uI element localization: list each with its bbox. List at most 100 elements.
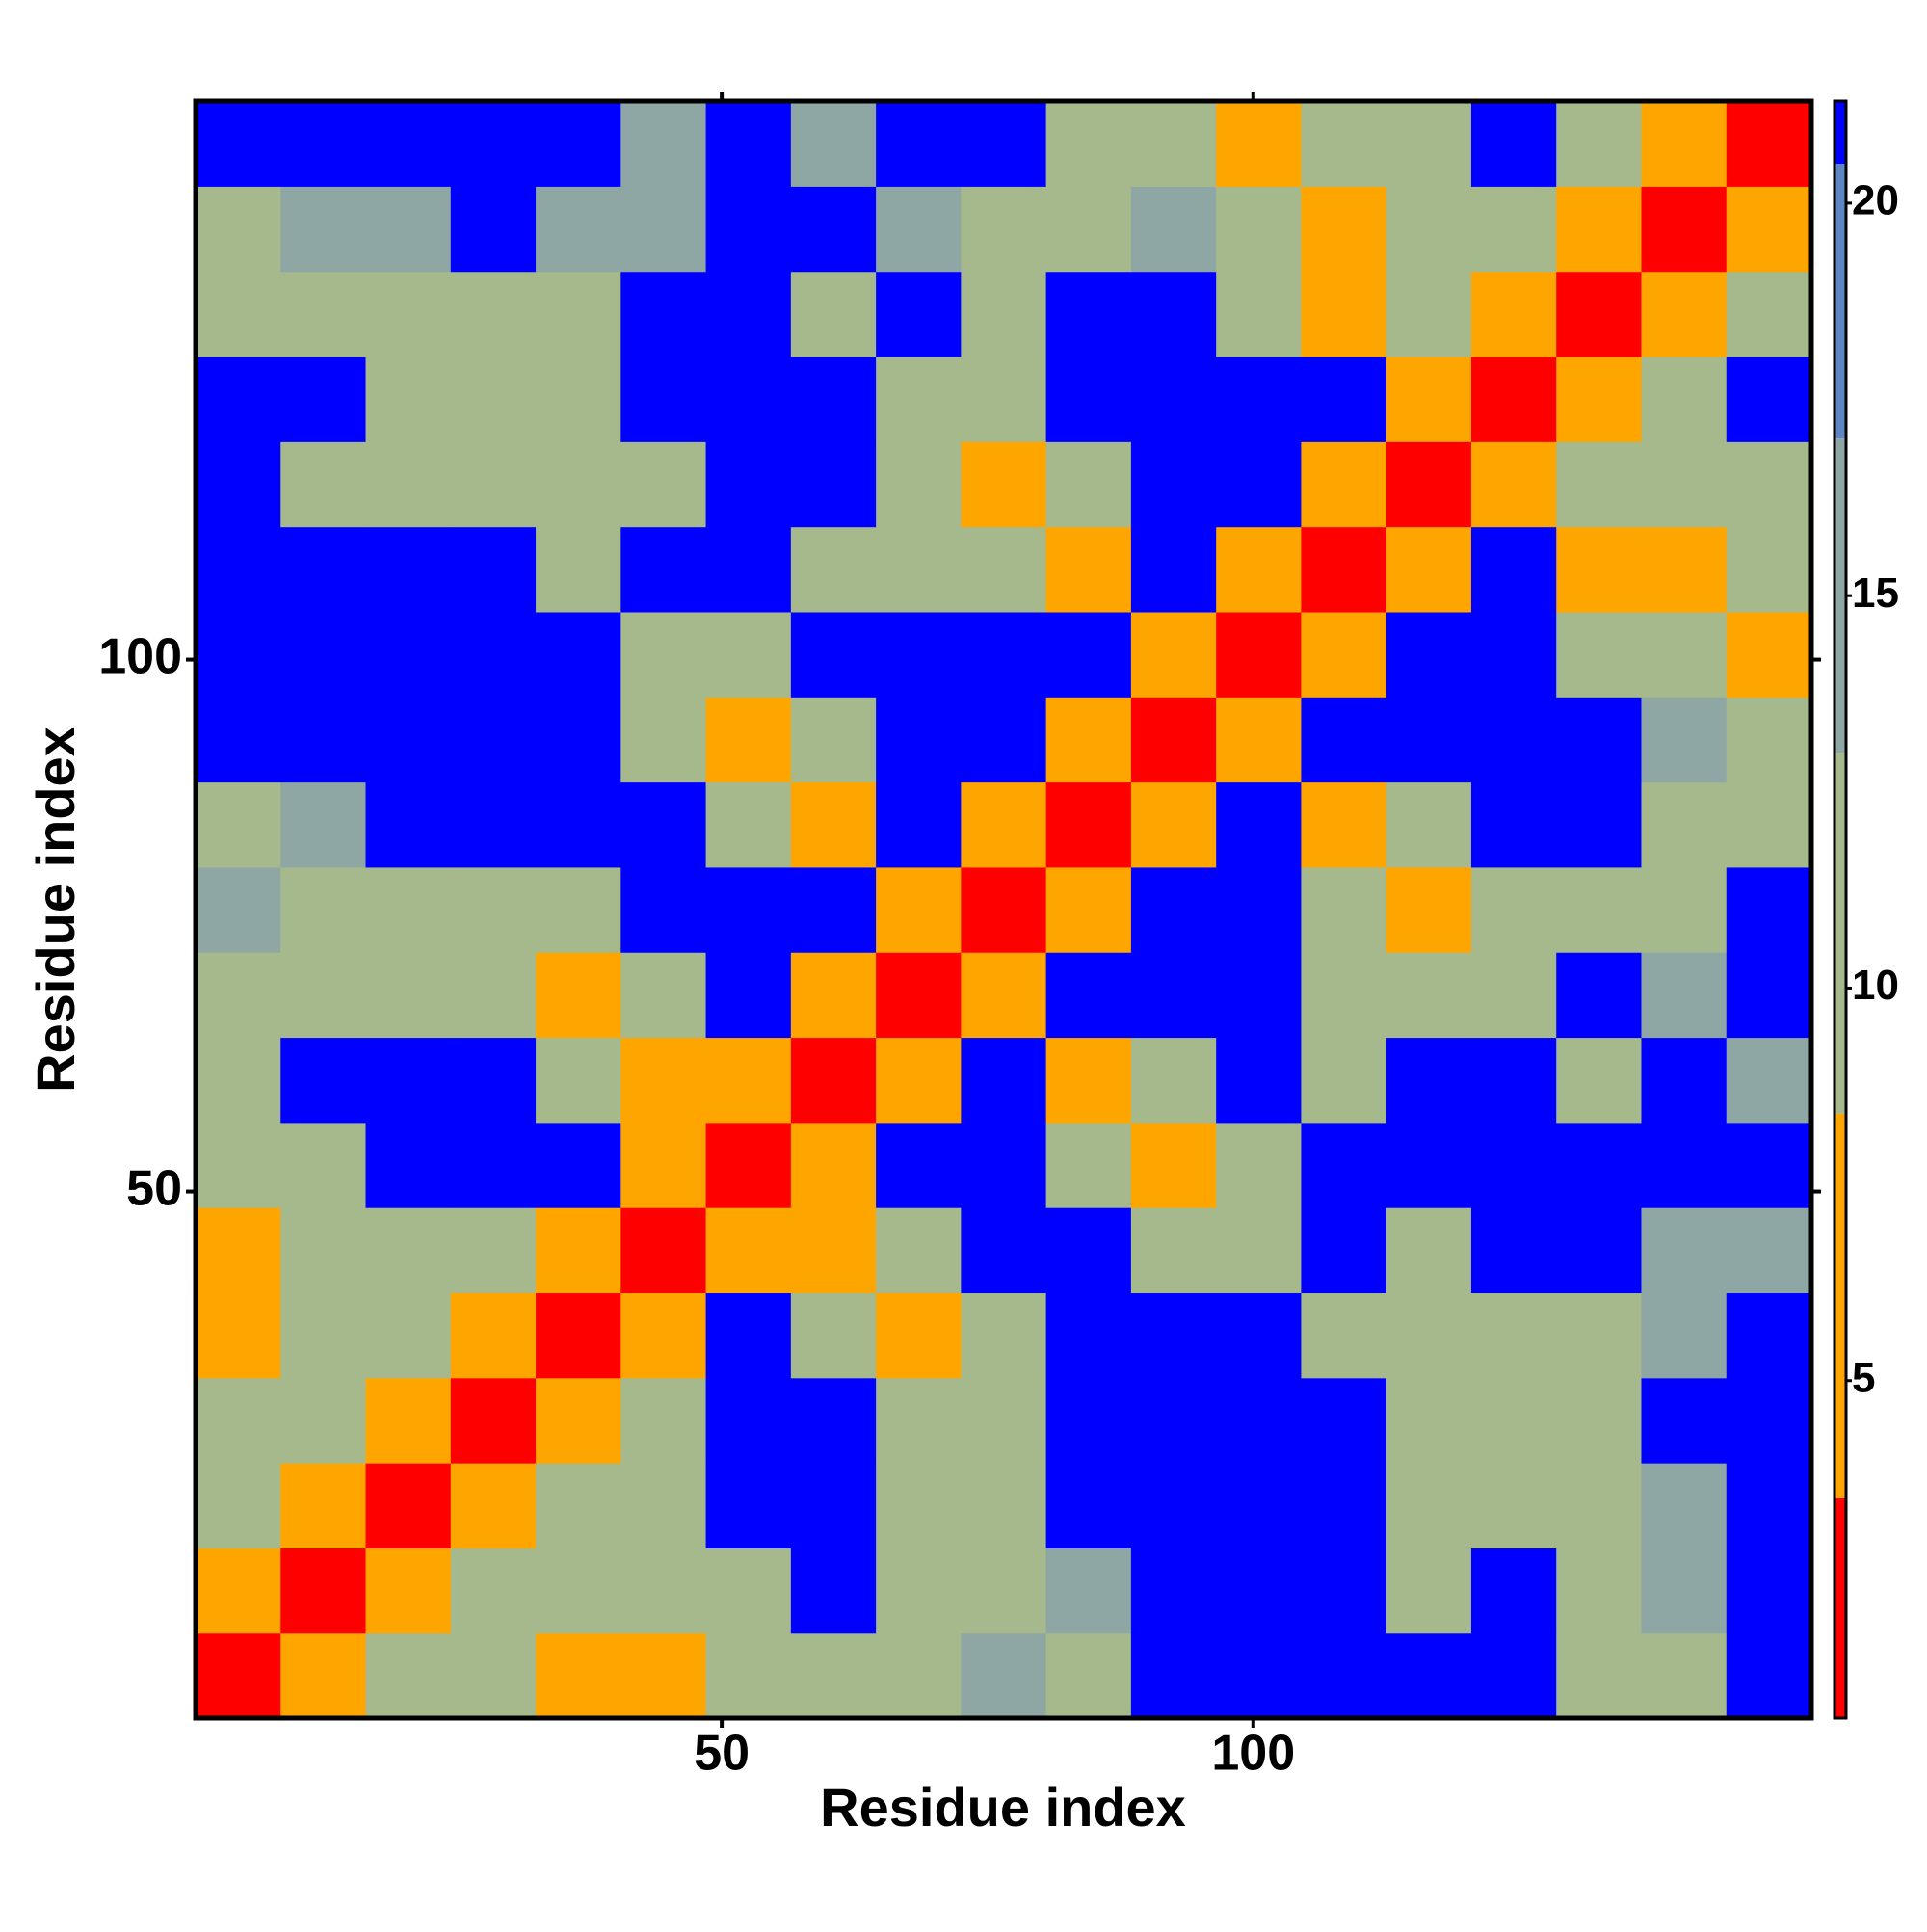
heatmap-cell: [1470, 611, 1557, 698]
heatmap-cell: [536, 611, 621, 698]
heatmap-cell: [620, 866, 707, 953]
heatmap-cell: [365, 611, 452, 698]
heatmap-cell: [790, 441, 877, 528]
heatmap-cell: [1470, 1037, 1557, 1124]
heatmap-cell: [280, 441, 367, 528]
heatmap-cell: [1045, 952, 1132, 1039]
heatmap-cell: [1216, 952, 1303, 1039]
heatmap-cell: [1301, 271, 1387, 357]
heatmap-cell: [1301, 1037, 1387, 1124]
heatmap-cell: [1301, 1377, 1387, 1464]
heatmap-cell: [365, 186, 452, 273]
heatmap-cell: [1301, 356, 1387, 442]
heatmap-cell: [1641, 1548, 1728, 1634]
heatmap-cell: [365, 1377, 452, 1464]
heatmap-cell: [876, 271, 962, 357]
heatmap-cell: [1045, 1122, 1132, 1208]
heatmap-cell: [1470, 1122, 1557, 1208]
heatmap-cell: [1130, 271, 1217, 357]
heatmap-cell: [1045, 697, 1132, 783]
heatmap-cell: [1641, 101, 1728, 187]
colorbar-segment: [1835, 438, 1846, 754]
heatmap-cell: [1130, 1463, 1217, 1548]
heatmap-cell: [1045, 1548, 1132, 1634]
heatmap-cell: [1045, 1037, 1132, 1124]
heatmap-cell: [961, 1632, 1047, 1719]
heatmap-cell: [1556, 697, 1643, 783]
heatmap-cell: [1130, 1037, 1217, 1124]
heatmap-cell: [1556, 866, 1643, 953]
heatmap-cell: [1556, 271, 1643, 357]
heatmap-cell: [1301, 186, 1387, 273]
heatmap-cell: [620, 441, 707, 528]
colorbar-segment: [1835, 1497, 1846, 1718]
x-tick-label: 100: [1211, 1726, 1295, 1782]
heatmap-cell: [450, 441, 537, 528]
heatmap-cell: [1216, 1377, 1303, 1464]
heatmap-cell: [1216, 1122, 1303, 1208]
heatmap-cell: [1726, 271, 1812, 357]
heatmap-cell: [1130, 1548, 1217, 1634]
heatmap-cell: [1556, 1037, 1643, 1124]
heatmap-cell: [280, 866, 367, 953]
heatmap-cell: [1470, 101, 1557, 187]
heatmap-cell: [450, 952, 537, 1039]
heatmap-cell: [536, 1207, 621, 1294]
heatmap-cell: [1726, 1037, 1812, 1124]
heatmap-cell: [1470, 1207, 1557, 1294]
heatmap-cell: [1301, 1463, 1387, 1548]
heatmap-cell: [876, 526, 962, 613]
heatmap-cell: [196, 1377, 281, 1464]
heatmap-cell: [620, 1207, 707, 1294]
heatmap-cell: [536, 1377, 621, 1464]
heatmap-cell: [196, 356, 281, 442]
heatmap-cell: [1216, 356, 1303, 442]
heatmap-cell: [1386, 781, 1472, 868]
heatmap-cell: [196, 1037, 281, 1124]
heatmap-cell: [620, 271, 707, 357]
heatmap-cell: [1556, 781, 1643, 868]
heatmap-cell: [280, 1548, 367, 1634]
heatmap-cell: [450, 526, 537, 613]
heatmap-cell: [280, 1207, 367, 1294]
heatmap-cell: [620, 1632, 707, 1719]
heatmap-cell: [1470, 697, 1557, 783]
heatmap-cell: [1216, 1207, 1303, 1294]
y-tick-label: 100: [98, 628, 182, 684]
heatmap-cell: [705, 1122, 792, 1208]
heatmap-cell: [1726, 1292, 1812, 1379]
heatmap-cell: [1045, 1292, 1132, 1379]
heatmap-cell: [1130, 697, 1217, 783]
heatmap-cell: [1130, 781, 1217, 868]
heatmap-cell: [705, 271, 792, 357]
heatmap-cell: [876, 186, 962, 273]
heatmap-cell: [620, 1037, 707, 1124]
heatmap-cell: [961, 1292, 1047, 1379]
heatmap-cell: [196, 1207, 281, 1294]
heatmap-cell: [876, 1207, 962, 1294]
heatmap-cell: [365, 271, 452, 357]
heatmap-cell: [1301, 952, 1387, 1039]
heatmap-cell: [620, 611, 707, 698]
heatmap-cell: [790, 1037, 877, 1124]
heatmap-cell: [1641, 697, 1728, 783]
heatmap-cell: [961, 1122, 1047, 1208]
heatmap-cell: [450, 1377, 537, 1464]
heatmap-cell: [1470, 781, 1557, 868]
heatmap-cell: [1386, 526, 1472, 613]
heatmap-cell: [365, 526, 452, 613]
heatmap-cell: [1470, 1632, 1557, 1719]
heatmap-cell: [365, 1292, 452, 1379]
heatmap-cell: [536, 441, 621, 528]
heatmap-cell: [1386, 186, 1472, 273]
heatmap-cell: [280, 697, 367, 783]
heatmap-cell: [705, 1207, 792, 1294]
heatmap-cell: [1726, 952, 1812, 1039]
heatmap-cell: [961, 526, 1047, 613]
heatmap-cell: [196, 101, 281, 187]
heatmap-cell: [1556, 101, 1643, 187]
heatmap-cell: [1216, 781, 1303, 868]
heatmap-cell: [961, 271, 1047, 357]
heatmap-cell: [876, 1377, 962, 1464]
